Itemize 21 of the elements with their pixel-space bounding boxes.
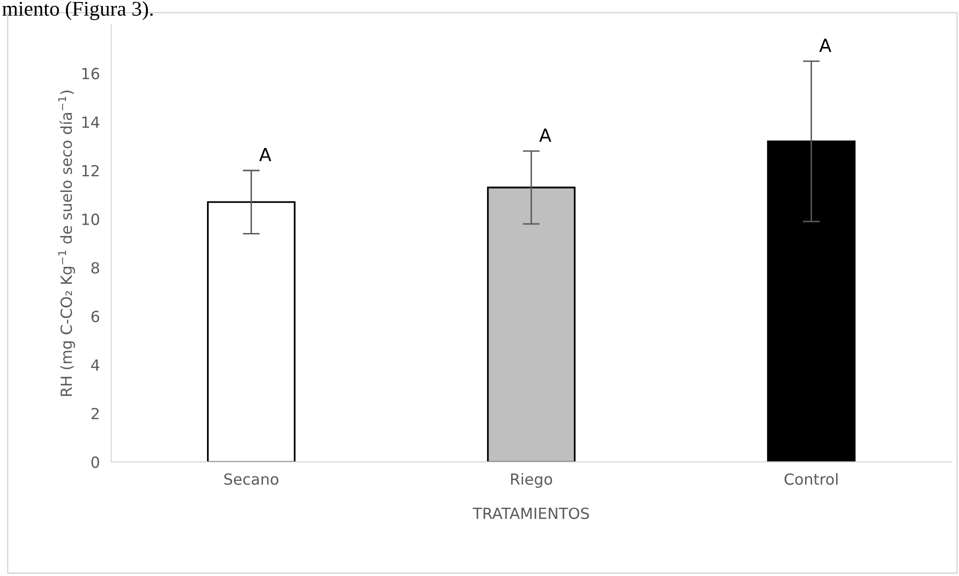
y-tick-label: 16 (82, 68, 100, 80)
y-tick-label: 10 (82, 214, 100, 226)
text: miento (Figura 3). (2, 1, 153, 20)
y-tick-label: 12 (82, 164, 99, 176)
x-tick-label: Secano (224, 473, 278, 485)
y-tick-label: 6 (91, 310, 100, 322)
x-axis-title: TRATAMIENTOS (472, 508, 589, 520)
annotation: A (819, 38, 832, 52)
y-tick-label: 0 (91, 456, 100, 468)
y-tick-label: 4 (91, 359, 100, 371)
bar (767, 140, 856, 462)
x-tick-label: Control (784, 473, 838, 485)
bar (487, 186, 576, 462)
y-tick-label: 8 (91, 262, 100, 274)
bar (207, 201, 296, 462)
y-tick-label: 14 (82, 116, 100, 128)
annotation: A (259, 148, 272, 162)
x-tick-label: Riego (511, 473, 552, 488)
annotation: A (539, 128, 552, 142)
y-tick-label: 2 (92, 408, 99, 420)
y-axis-title: RH (mg C-CO₂ Kg$^{−1}$ de suelo seco día$^{−1}$) (58, 90, 75, 396)
